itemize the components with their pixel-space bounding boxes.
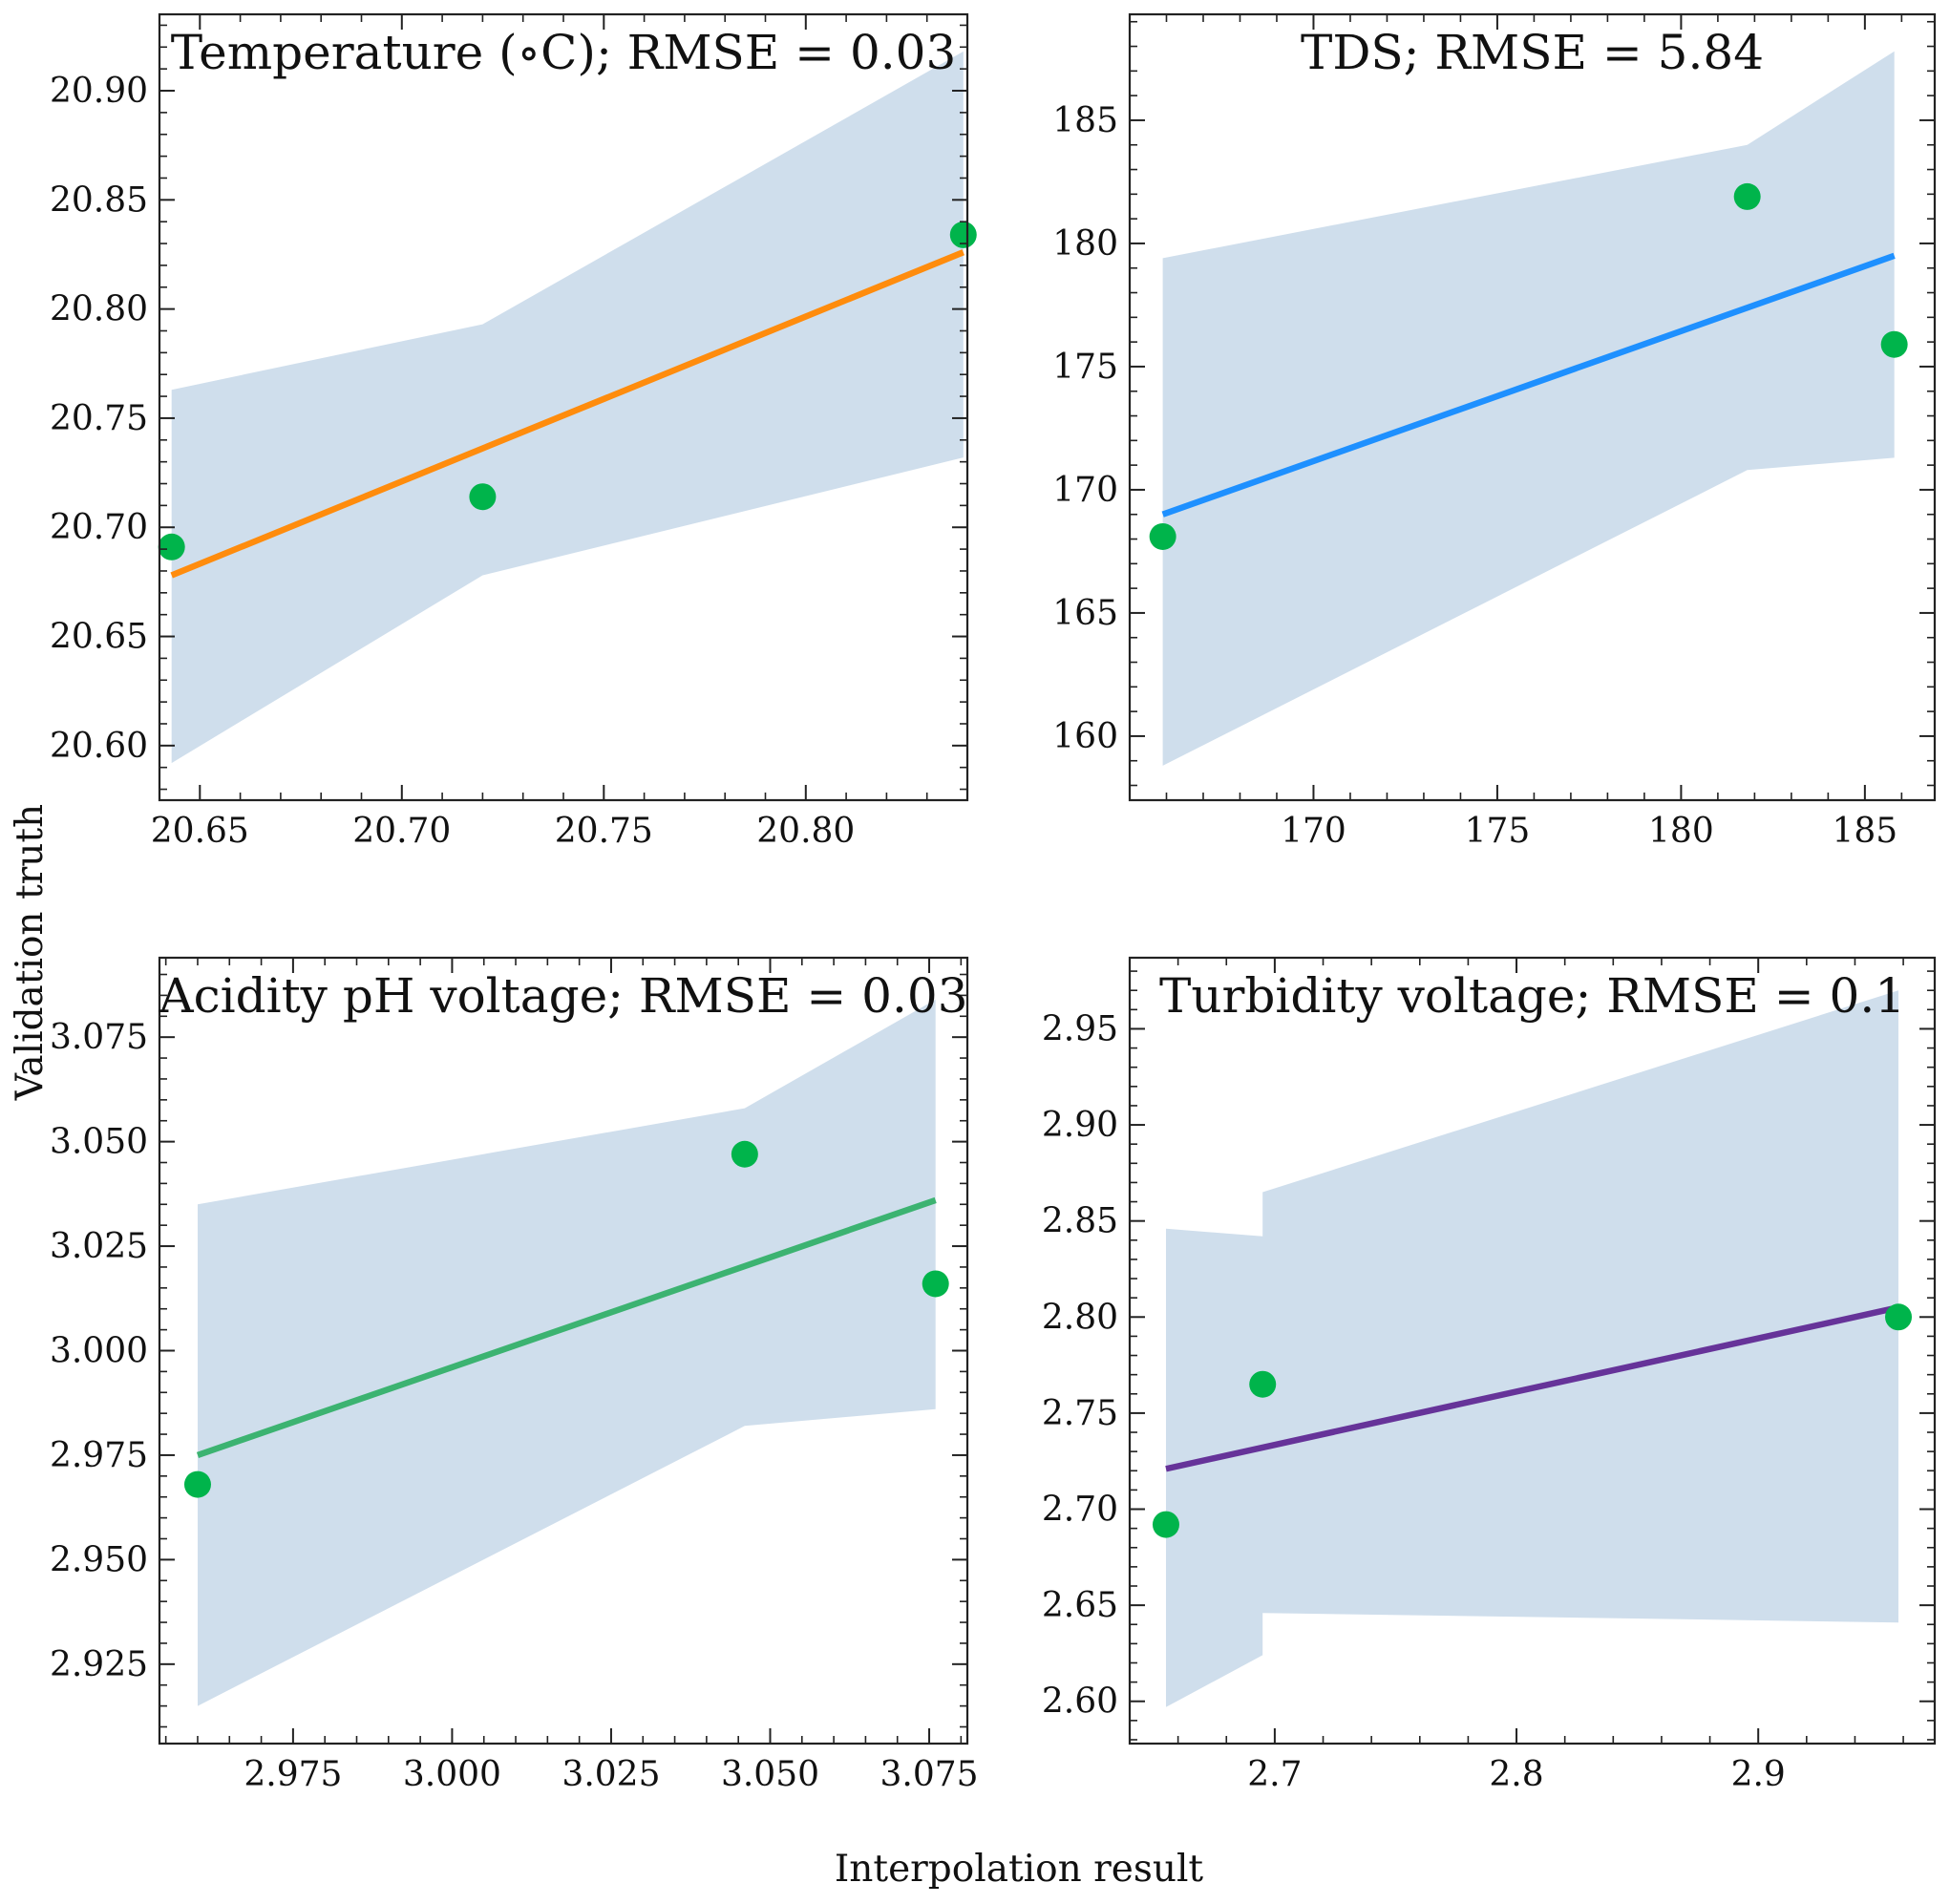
y-tick-label: 3.025 (50, 1227, 148, 1266)
data-point (158, 533, 185, 561)
y-tick-label: 20.65 (50, 618, 148, 657)
x-tick-label: 2.975 (244, 1755, 342, 1794)
regression-line (170, 249, 964, 579)
y-tick-label: 2.925 (50, 1645, 148, 1684)
confidence-band (198, 999, 936, 1706)
subplot-title: Acidity pH voltage; RMSE = 0.03 (158, 968, 967, 1024)
data-point (731, 1140, 758, 1168)
confidence-band (171, 51, 964, 764)
subplot-title: TDS; RMSE = 5.84 (1301, 25, 1764, 80)
y-tick-label: 2.95 (1042, 1009, 1118, 1048)
figure-y-axis-label: Validation truth (9, 804, 52, 1101)
data-point (1249, 1370, 1277, 1398)
y-tick-label: 2.85 (1042, 1202, 1118, 1241)
y-tick-label: 20.80 (50, 290, 148, 329)
y-tick-label: 2.80 (1042, 1298, 1118, 1337)
y-tick-label: 170 (1052, 471, 1118, 510)
x-tick-label: 2.9 (1731, 1755, 1786, 1794)
x-tick-label: 180 (1648, 812, 1714, 851)
y-tick-label: 20.90 (50, 72, 148, 111)
subplot-title: Temperature (∘C); RMSE = 0.03 (171, 25, 957, 80)
data-point (1733, 182, 1761, 210)
y-tick-label: 2.60 (1042, 1682, 1118, 1722)
x-tick-label: 3.050 (721, 1755, 819, 1794)
regression-line (196, 1196, 937, 1459)
data-point (1885, 1303, 1913, 1331)
y-tick-label: 175 (1052, 348, 1118, 387)
y-tick-label: 20.60 (50, 727, 148, 766)
subplot-title: Turbidity voltage; RMSE = 0.1 (1159, 968, 1905, 1024)
y-tick-label: 2.90 (1042, 1106, 1118, 1145)
data-point (1880, 330, 1908, 358)
confidence-band (1162, 51, 1895, 766)
y-tick-label: 3.000 (50, 1332, 148, 1371)
x-tick-label: 185 (1833, 812, 1898, 851)
y-tick-label: 20.70 (50, 508, 148, 547)
x-tick-label: 3.000 (403, 1755, 501, 1794)
y-tick-label: 165 (1052, 594, 1118, 633)
data-point (949, 221, 977, 248)
x-tick-label: 20.80 (756, 812, 855, 851)
y-tick-label: 2.75 (1042, 1394, 1118, 1433)
x-tick-label: 2.7 (1247, 1755, 1302, 1794)
data-point (183, 1470, 211, 1498)
data-point (1149, 522, 1176, 550)
regression-line (1161, 252, 1896, 518)
subplot-1: 20.65 20.70 20.75 20.80 20.60 20.65 20.70 20.75… (50, 12, 977, 851)
y-tick-label: 2.975 (50, 1436, 148, 1475)
y-tick-label: 180 (1052, 224, 1118, 264)
subplot-3: 2.975 3.000 3.025 3.050 3.075 2.925 2.950 2.975… (50, 956, 979, 1794)
y-tick-label: 20.75 (50, 399, 148, 438)
data-point (469, 483, 497, 511)
x-tick-label: 175 (1465, 812, 1531, 851)
y-tick-label: 160 (1052, 717, 1118, 756)
y-tick-label: 2.65 (1042, 1586, 1118, 1625)
subplot-2: 170 175 180 185 160 165 170 175 180 185 TDS; RMSE … (1052, 12, 1937, 851)
y-tick-label: 2.70 (1042, 1491, 1118, 1530)
y-tick-label: 185 (1052, 101, 1118, 140)
data-point (1152, 1511, 1179, 1538)
x-tick-label: 170 (1281, 812, 1346, 851)
x-tick-label: 3.075 (880, 1755, 979, 1794)
x-tick-label: 20.65 (151, 812, 249, 851)
subplot-4: 2.7 2.8 2.9 2.60 2.65 2.70 2.75 2.80 2.85 2.90 2.9… (1042, 956, 1937, 1794)
data-point (922, 1270, 949, 1298)
x-tick-label: 20.70 (352, 812, 451, 851)
y-tick-label: 20.85 (50, 180, 148, 220)
axes-frame (1128, 12, 1937, 802)
regression-line (1165, 1304, 1899, 1472)
y-tick-label: 2.950 (50, 1540, 148, 1579)
figure-x-axis-label: Interpolation result (835, 1848, 1204, 1891)
subplots: 20.65 20.70 20.75 20.80 20.60 20.65 20.70 20.75… (50, 12, 1937, 1794)
y-tick-label: 3.075 (50, 1018, 148, 1057)
confidence-band (1166, 990, 1898, 1707)
x-tick-label: 2.8 (1489, 1755, 1543, 1794)
x-tick-label: 20.75 (555, 812, 653, 851)
y-tick-label: 3.050 (50, 1123, 148, 1162)
axes-frame (1128, 956, 1937, 1745)
x-tick-label: 3.025 (562, 1755, 660, 1794)
